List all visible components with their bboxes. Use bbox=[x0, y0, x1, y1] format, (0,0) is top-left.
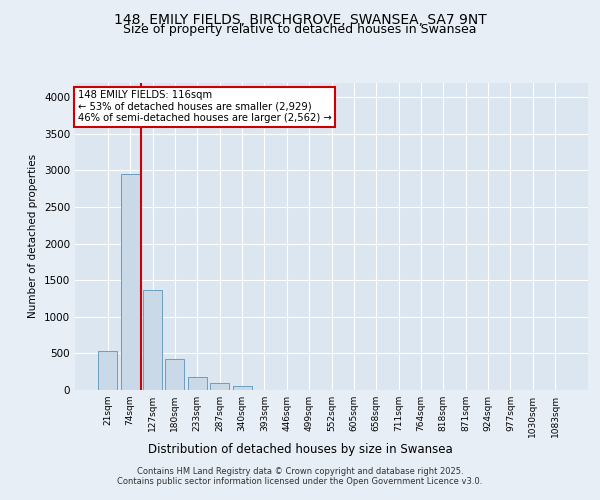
Text: Contains HM Land Registry data © Crown copyright and database right 2025.: Contains HM Land Registry data © Crown c… bbox=[137, 467, 463, 476]
Bar bbox=[210, 384, 229, 390]
Bar bbox=[188, 377, 207, 390]
Bar bbox=[121, 174, 140, 390]
Text: Size of property relative to detached houses in Swansea: Size of property relative to detached ho… bbox=[123, 22, 477, 36]
Bar bbox=[233, 386, 251, 390]
Text: 148, EMILY FIELDS, BIRCHGROVE, SWANSEA, SA7 9NT: 148, EMILY FIELDS, BIRCHGROVE, SWANSEA, … bbox=[113, 12, 487, 26]
Bar bbox=[143, 290, 162, 390]
Text: 148 EMILY FIELDS: 116sqm
← 53% of detached houses are smaller (2,929)
46% of sem: 148 EMILY FIELDS: 116sqm ← 53% of detach… bbox=[77, 90, 331, 124]
Y-axis label: Number of detached properties: Number of detached properties bbox=[28, 154, 38, 318]
Bar bbox=[98, 351, 118, 390]
Bar bbox=[166, 358, 184, 390]
Text: Distribution of detached houses by size in Swansea: Distribution of detached houses by size … bbox=[148, 442, 452, 456]
Text: Contains public sector information licensed under the Open Government Licence v3: Contains public sector information licen… bbox=[118, 477, 482, 486]
